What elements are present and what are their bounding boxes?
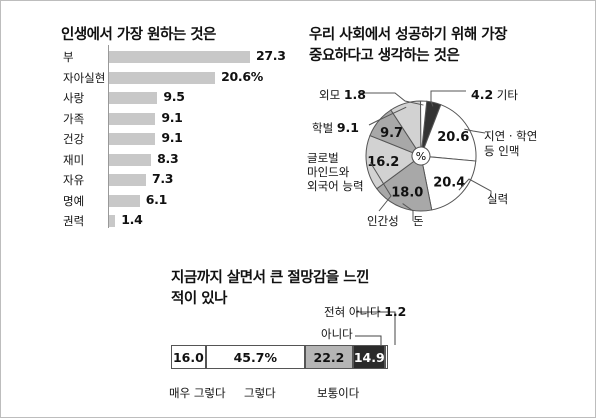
bar-value-label: 6.1 [145, 191, 168, 207]
label-never-value: 1.2 [384, 304, 407, 319]
leader-line-never [356, 311, 396, 345]
label-education: 학벌 9.1 [312, 117, 359, 136]
label-global-mind-line-3: 외국어 능력 [307, 179, 364, 193]
leader-line-no [355, 335, 382, 345]
bar-value-label: 1.4 [121, 212, 143, 227]
bar-category-label: 가족 [63, 111, 85, 126]
donut-center-label: % [416, 150, 426, 163]
label-other-value: 4.2 [471, 87, 494, 102]
bar [108, 112, 156, 125]
label-other: 4.2 기타 [471, 84, 518, 103]
donut-slice [423, 104, 477, 162]
bar-chart-title: 인생에서 가장 원하는 것은 [61, 27, 216, 43]
donut-slice-value: 20.6 [437, 130, 469, 145]
label-ability: 실력 [487, 192, 509, 206]
bar [108, 194, 140, 207]
bar-value-label: 20.6% [221, 68, 263, 84]
bar-category-label: 부 [63, 50, 74, 64]
stacked-title-line-2: 적이 있나 [171, 291, 227, 307]
bar [108, 215, 116, 227]
label-global-mind: 글로벌 마인드와 외국어 능력 [307, 151, 364, 193]
label-never-text: 전혀 아니다 [324, 305, 385, 319]
label-neutral: 보통이다 [317, 386, 360, 400]
bar-value-label: 9.1 [161, 130, 183, 145]
bar [108, 174, 146, 186]
label-looks-text: 외모 [319, 88, 344, 102]
donut-title-line-2: 중요하다고 생각하는 것은 [309, 48, 460, 64]
bar-value-label: 7.3 [151, 171, 174, 186]
label-humanity: 인간성 [367, 214, 399, 228]
stacked-bar-segment: 16.0 [171, 345, 206, 369]
bar-category-label: 사랑 [63, 91, 85, 105]
stacked-bar-segment: 14.9 [353, 345, 386, 369]
label-connections-line-2: 등 인맥 [484, 144, 520, 158]
label-very-much: 매우 그렇다 [169, 386, 226, 400]
bar-category-label: 권력 [63, 214, 85, 228]
stacked-bar-segment: 45.7% [205, 345, 305, 369]
bar-category-label: 자아실현 [63, 70, 106, 85]
label-global-mind-line-2: 마인드와 [307, 165, 350, 179]
success-factors-donut-chart: 20.6 20.4 18.0 16.2 9.7% [361, 90, 492, 221]
bar-value-label: 9.1 [161, 109, 183, 125]
bar [108, 51, 250, 63]
label-global-mind-line-1: 글로벌 [307, 151, 339, 165]
bar [108, 92, 158, 104]
donut-slice [376, 160, 433, 212]
donut-slice-value: 9.7 [380, 126, 403, 141]
bar-value-label: 8.3 [157, 150, 179, 166]
bar-category-label: 명예 [63, 193, 85, 208]
donut-title-line-1: 우리 사회에서 성공하기 위해 가장 [309, 27, 507, 43]
donut-slice-value: 16.2 [367, 155, 399, 170]
label-connections-line-1: 지연 · 학연 [484, 129, 538, 143]
label-education-text: 학벌 [312, 121, 337, 135]
donut-leader-line [458, 178, 492, 194]
bar-chart-axis [108, 45, 109, 228]
label-yes: 그렇다 [244, 386, 276, 400]
bar-value-label: 27.3 [255, 48, 286, 63]
stacked-title-line-1: 지금까지 살면서 큰 절망감을 느낀 [171, 270, 369, 286]
bar-category-label: 자유 [63, 173, 85, 187]
label-other-text: 기타 [493, 88, 518, 102]
bar [108, 71, 216, 84]
label-no: 아니다 [321, 327, 353, 341]
stacked-leader-lines [355, 311, 396, 345]
bar [108, 153, 152, 166]
label-money: 돈 [413, 214, 424, 228]
label-education-value: 9.1 [336, 120, 359, 135]
label-never: 전혀 아니다 1.2 [324, 301, 406, 320]
label-looks: 외모 1.8 [319, 84, 366, 103]
donut-leader-line [368, 106, 407, 126]
bar [108, 133, 156, 145]
donut-leader-line [464, 128, 486, 134]
label-connections: 지연 · 학연 등 인맥 [484, 129, 537, 159]
stacked-bar-segment [385, 345, 388, 369]
donut-leader-line [402, 203, 414, 221]
stacked-bar-segment: 22.2 [304, 345, 354, 369]
donut-leader-line [430, 90, 466, 107]
donut-slice-value: 18.0 [391, 185, 423, 200]
donut-slice [420, 100, 428, 148]
bar-value-label: 9.5 [163, 89, 185, 104]
bar-category-label: 재미 [63, 152, 85, 167]
donut-slice-value: 20.4 [433, 175, 465, 190]
bar-category-label: 건강 [63, 132, 85, 146]
donut-slice [422, 156, 477, 211]
donut-leader-line [369, 162, 392, 212]
label-looks-value: 1.8 [343, 87, 366, 102]
donut-leader-line [361, 92, 424, 106]
